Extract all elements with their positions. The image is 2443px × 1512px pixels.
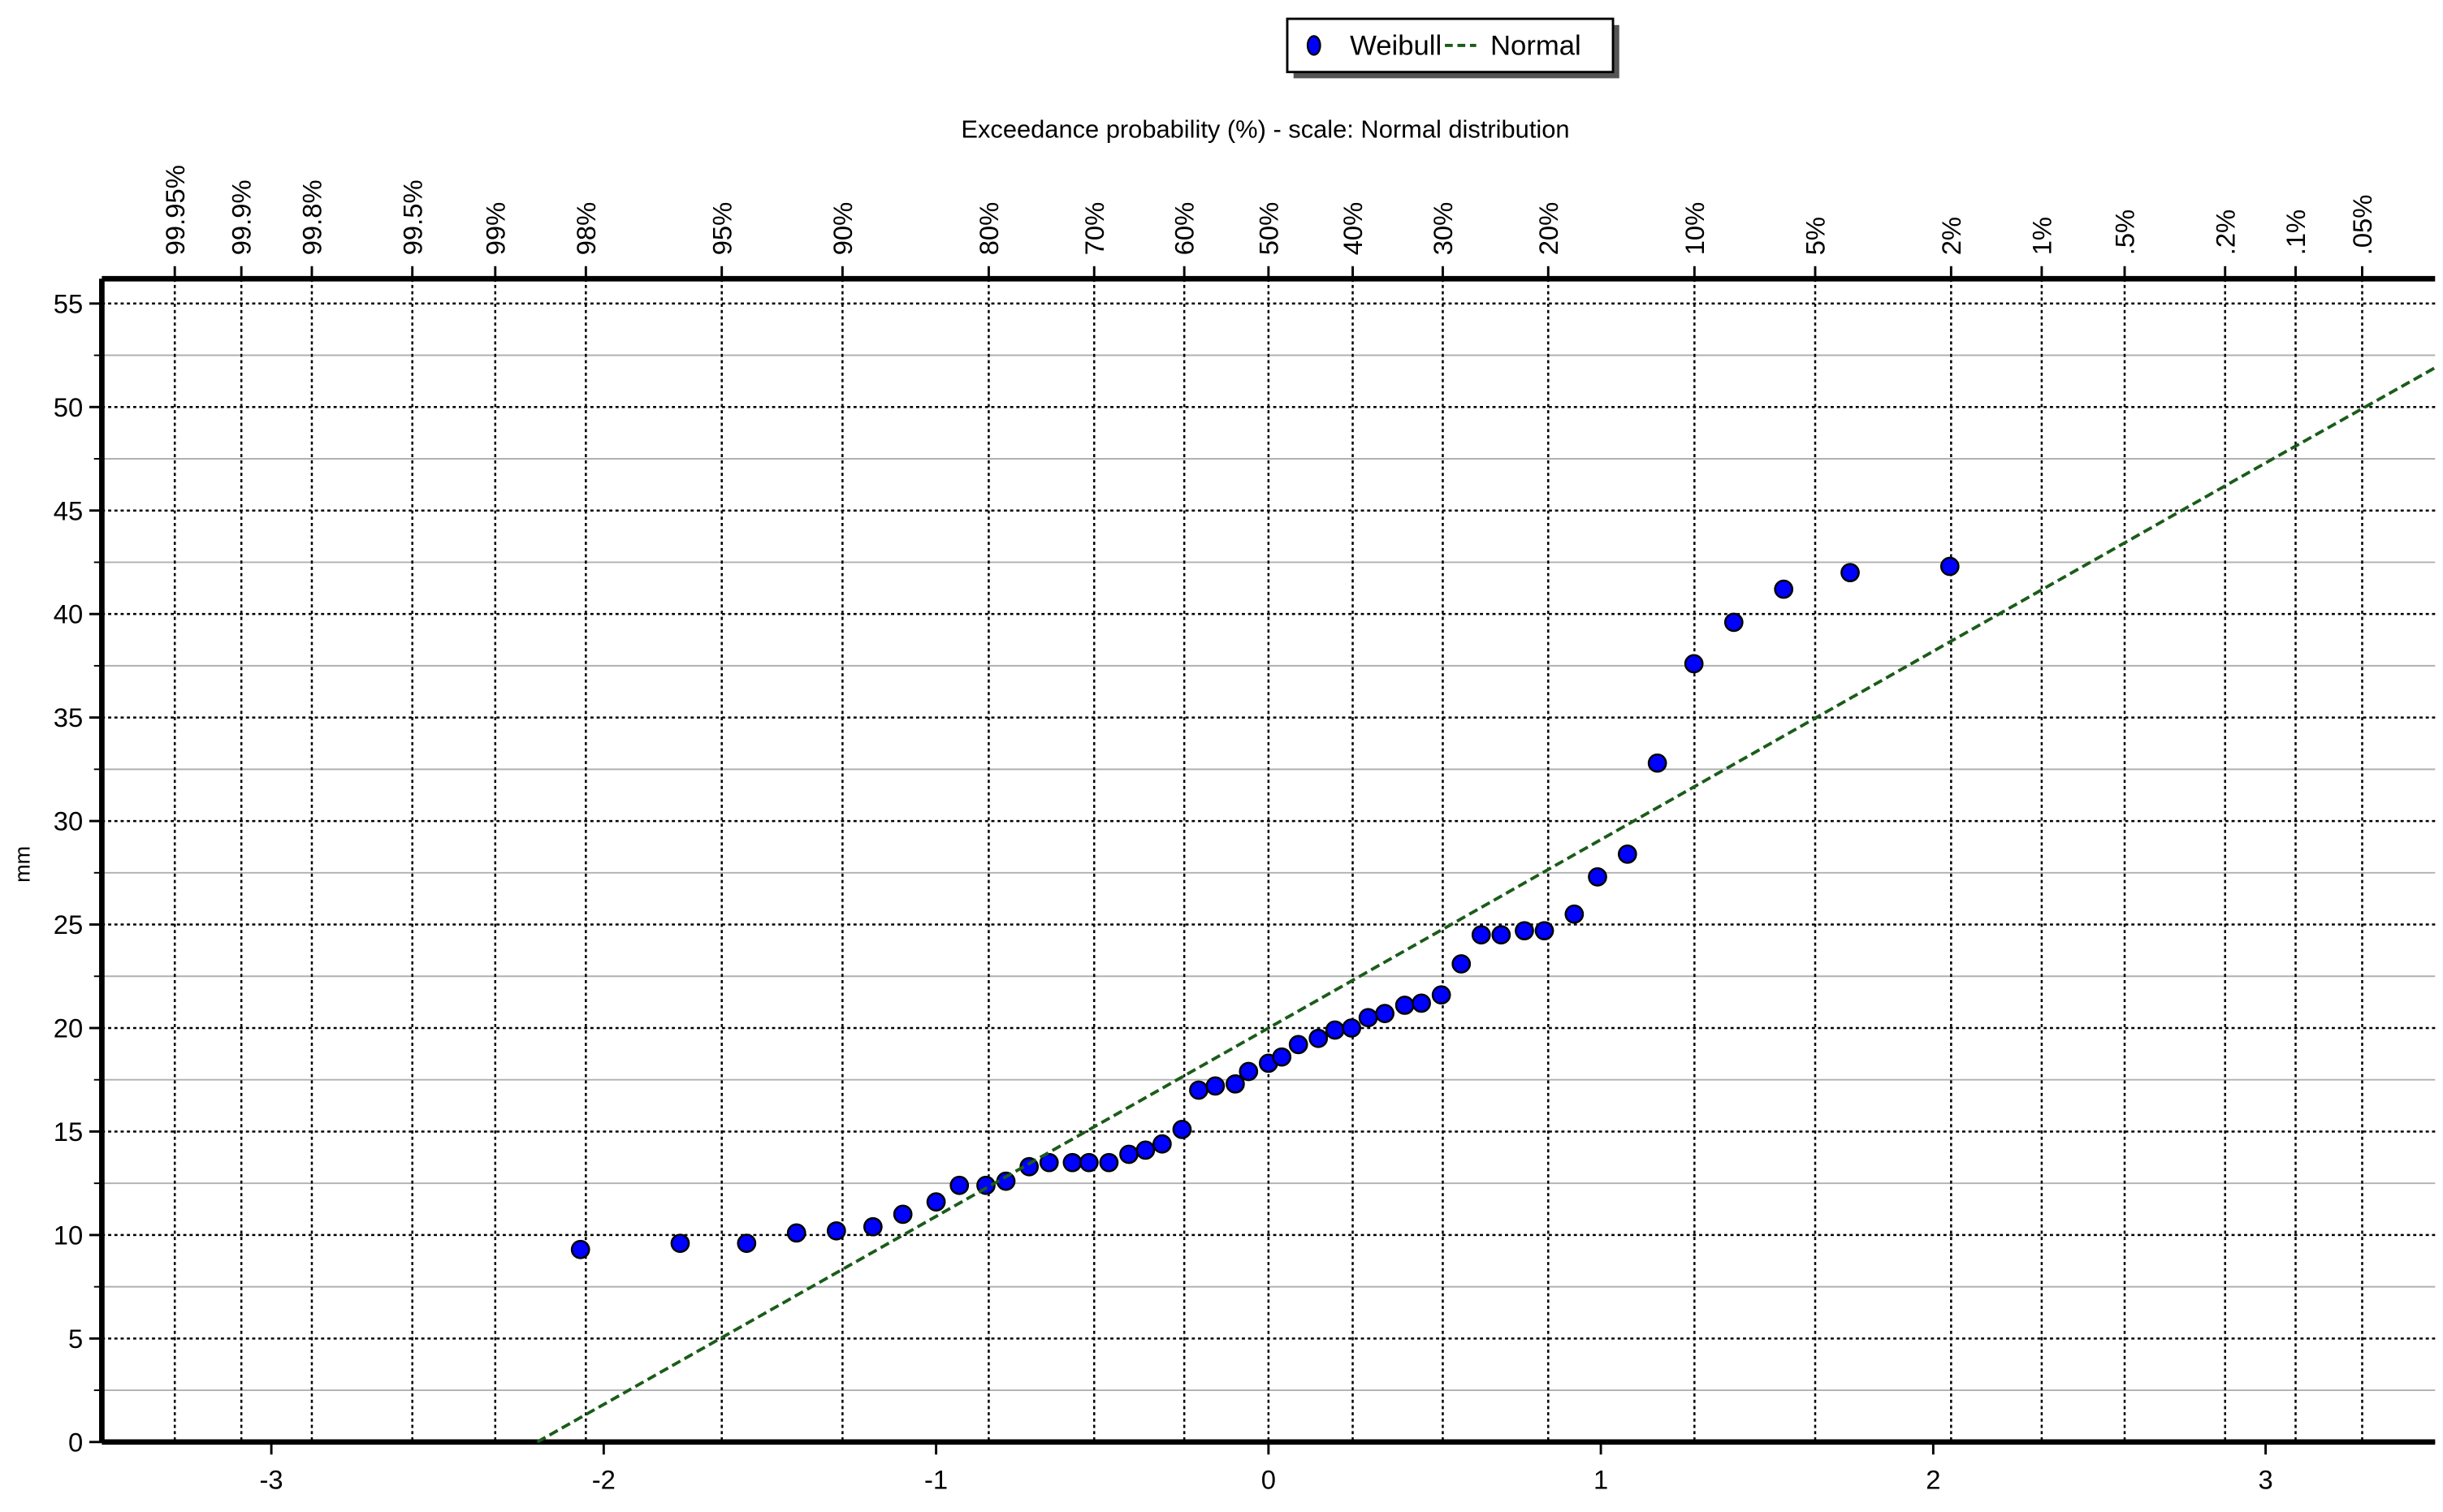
x2-tick-label: 70% (1079, 202, 1109, 256)
data-point (1684, 654, 1704, 674)
x-tick-label: 1 (1593, 1465, 1608, 1495)
x2-tick-label: 95% (707, 202, 737, 256)
data-point (1394, 996, 1415, 1015)
x-tick-label: -2 (592, 1465, 616, 1495)
data-point (1189, 1080, 1209, 1100)
x-tick-label: 3 (2258, 1465, 2272, 1495)
x2-tick-label: .5% (2110, 210, 2140, 255)
data-point (949, 1175, 970, 1195)
data-point (1939, 556, 1960, 577)
data-point (1358, 1008, 1378, 1028)
data-point (1272, 1047, 1292, 1067)
data-point (1564, 904, 1585, 924)
data-point (926, 1192, 946, 1212)
data-point (1534, 921, 1554, 941)
x2-tick-label: 5% (1801, 217, 1831, 255)
data-point (1375, 1004, 1394, 1024)
data-point (1119, 1144, 1139, 1164)
x2-tick-label: 1% (2026, 217, 2056, 255)
x2-tick-label: 60% (1170, 202, 1200, 256)
data-point (1617, 845, 1637, 864)
y-tick-label: 10 (54, 1220, 83, 1250)
x2-tick-label: 50% (1253, 202, 1283, 256)
y-axis-title: mm (11, 846, 35, 883)
data-point (1431, 985, 1451, 1005)
y-tick-label: 35 (54, 702, 83, 732)
data-point (1239, 1061, 1259, 1082)
legend-label: Weibull (1350, 30, 1442, 61)
data-point (1062, 1152, 1083, 1173)
x2-tick-label: 99.95% (160, 165, 190, 255)
data-point (1039, 1152, 1059, 1173)
data-point (1099, 1152, 1119, 1173)
y-tick-label: 40 (54, 599, 83, 629)
data-point (1172, 1120, 1192, 1139)
y-tick-label: 5 (68, 1324, 83, 1354)
data-point (826, 1220, 846, 1241)
data-point (737, 1233, 757, 1253)
y-tick-label: 25 (54, 909, 83, 940)
data-point (1515, 921, 1534, 941)
data-point (1647, 753, 1667, 773)
y-tick-label: 50 (54, 392, 83, 422)
data-point (893, 1204, 913, 1225)
data-point (1840, 563, 1860, 583)
y-tick-label: 45 (54, 495, 83, 525)
data-point (1152, 1134, 1172, 1154)
data-point (1342, 1018, 1362, 1038)
x2-tick-label: 99.5% (397, 179, 427, 255)
y-tick-label: 0 (68, 1427, 83, 1457)
x2-axis-title: Exceedance probability (%) - scale: Norm… (961, 115, 1569, 144)
data-point (786, 1223, 806, 1243)
x2-tick-label: 80% (974, 202, 1004, 256)
y-tick-label: 20 (54, 1013, 83, 1043)
x2-tick-label: 99.8% (297, 179, 327, 255)
x2-tick-label: 98% (571, 202, 601, 256)
x2-tick-label: 90% (828, 202, 858, 256)
x2-tick-label: 40% (1338, 202, 1368, 256)
data-point (1308, 1028, 1329, 1048)
legend-label: Normal (1490, 30, 1581, 61)
x2-tick-label: .2% (2210, 210, 2240, 255)
x2-tick-label: .05% (2347, 195, 2377, 256)
legend: Weibull Normal (1286, 17, 1619, 79)
x-tick-label: 0 (1261, 1465, 1276, 1495)
data-point (1723, 612, 1744, 633)
x-tick-label: -1 (924, 1465, 948, 1495)
x2-tick-label: 10% (1680, 202, 1710, 256)
data-point (570, 1239, 590, 1259)
x-tick-label: 2 (1926, 1465, 1940, 1495)
data-point (1774, 579, 1794, 599)
x2-tick-label: 20% (1533, 202, 1563, 256)
x2-tick-label: .1% (2281, 210, 2311, 255)
y-tick-label: 55 (54, 288, 83, 318)
data-point (1325, 1020, 1345, 1040)
y-tick-label: 15 (54, 1117, 83, 1147)
x-tick-label: -3 (260, 1465, 283, 1495)
data-point (863, 1216, 883, 1237)
data-point (670, 1233, 690, 1253)
data-point (1079, 1152, 1099, 1173)
data-point (1412, 993, 1431, 1013)
x2-tick-label: 30% (1428, 202, 1458, 256)
x2-tick-label: 99.9% (227, 179, 257, 255)
normal-fit-line (536, 366, 2437, 1444)
data-point (1205, 1076, 1226, 1096)
data-point (1451, 954, 1472, 974)
data-point (1471, 925, 1491, 945)
data-point (1135, 1140, 1156, 1160)
data-point (1588, 867, 1607, 887)
legend-marker (1306, 35, 1321, 56)
y-tick-label: 30 (54, 806, 83, 836)
x2-tick-label: 2% (1936, 217, 1966, 255)
data-point (1288, 1035, 1308, 1055)
data-point (1226, 1074, 1245, 1094)
x2-tick-label: 99% (480, 202, 510, 256)
data-point (1491, 925, 1511, 945)
